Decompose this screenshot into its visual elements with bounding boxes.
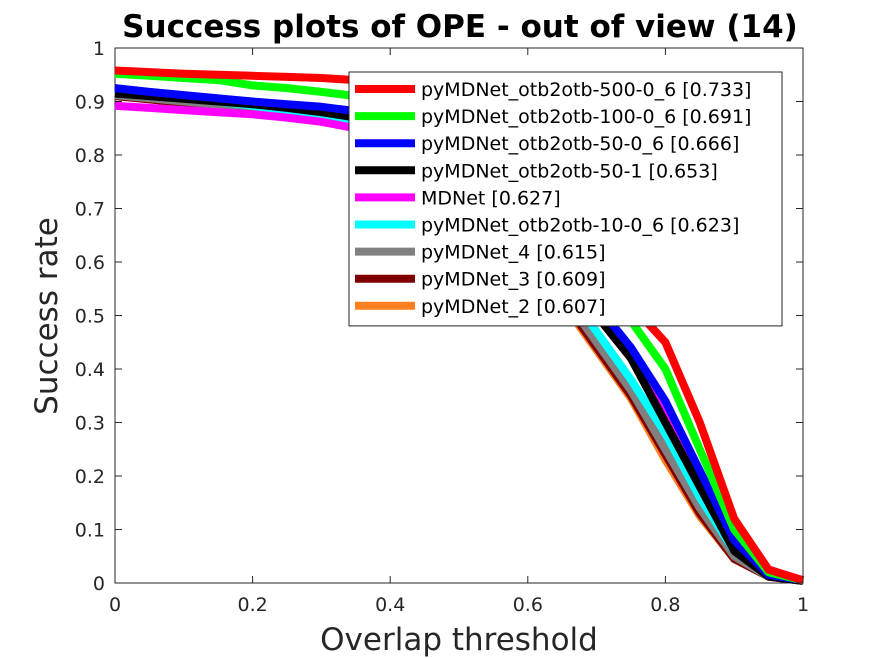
legend-entry-5: MDNet [0.627] (421, 187, 561, 209)
y-tick-label: 0.3 (75, 413, 105, 435)
legend-box (348, 71, 783, 327)
legend-entry-4: pyMDNet_otb2otb-50-1 [0.653] (421, 160, 718, 182)
legend: pyMDNet_otb2otb-500-0_6 [0.733] pyMDNet_o… (348, 71, 783, 327)
legend-entry-7: pyMDNet_4 [0.615] (421, 242, 606, 264)
legend-entry-3: pyMDNet_otb2otb-50-0_6 [0.666] (421, 133, 739, 155)
y-tick-label: 0.2 (75, 466, 105, 488)
legend-entry-2: pyMDNet_otb2otb-100-0_6 [0.691] (421, 106, 751, 128)
y-tick-label: 0.5 (75, 306, 105, 328)
y-tick-label: 1 (93, 38, 105, 60)
chart-title: Success plots of OPE - out of view (14) (122, 9, 798, 45)
x-tick-label: 0.6 (513, 594, 543, 616)
x-tick-label: 1 (797, 594, 809, 616)
x-axis-label: Overlap threshold (320, 622, 598, 658)
y-axis-label: Success rate (29, 217, 65, 415)
legend-entry-1: pyMDNet_otb2otb-500-0_6 [0.733] (421, 79, 751, 101)
x-tick-label: 0.8 (650, 594, 680, 616)
legend-entry-8: pyMDNet_3 [0.609] (421, 269, 606, 291)
x-tick-label: 0.2 (237, 594, 267, 616)
y-tick-label: 0.1 (75, 520, 105, 542)
y-tick-label: 0.4 (75, 359, 105, 381)
y-tick-label: 0 (93, 573, 105, 595)
y-tick-label: 0.6 (75, 252, 105, 274)
x-tick-label: 0 (109, 594, 121, 616)
x-tick-label: 0.4 (375, 594, 405, 616)
legend-entry-6: pyMDNet_otb2otb-10-0_6 [0.623] (421, 215, 739, 237)
y-tick-label: 0.7 (75, 199, 105, 221)
y-tick-label: 0.9 (75, 92, 105, 114)
ticks-layer: 0 0.2 0.4 0.6 0.8 1 0 0.1 0.2 0.3 0.4 0.5 0.6 0.7 0.8 0… (75, 38, 809, 616)
legend-entry-9: pyMDNet_2 [0.607] (421, 296, 606, 318)
y-tick-label: 0.8 (75, 145, 105, 167)
